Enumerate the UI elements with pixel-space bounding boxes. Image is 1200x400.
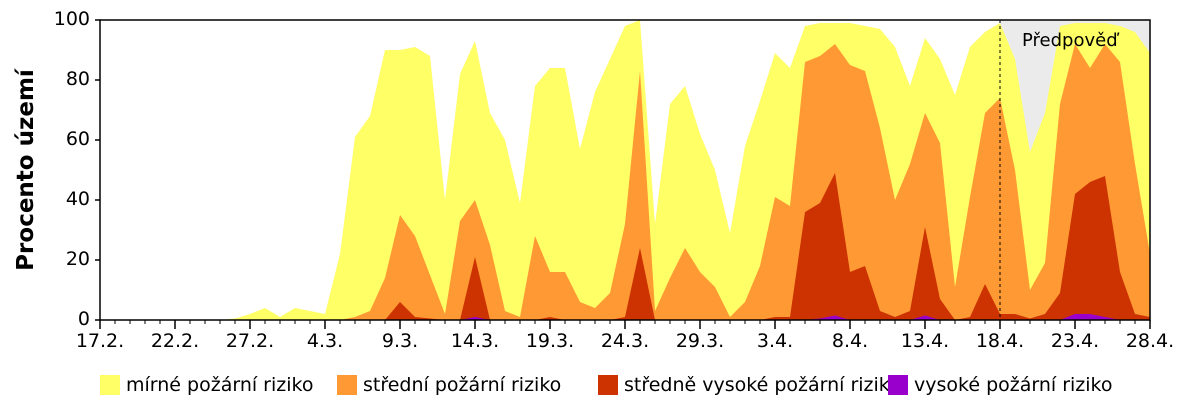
- stacked-areas: [100, 20, 1150, 320]
- y-axis-title: Procento území: [8, 20, 44, 320]
- legend-swatch-moderate: [337, 375, 357, 395]
- y-axis-title-text: Procento území: [13, 69, 39, 271]
- x-tick-label: 14.3.: [450, 330, 500, 352]
- legend-item-high: vysoké požární riziko: [888, 373, 1113, 397]
- x-tick-label: 27.2.: [225, 330, 275, 352]
- legend-swatch-high: [888, 375, 908, 395]
- y-axis-ticks: [95, 19, 100, 321]
- y-tick-label: 40: [65, 188, 90, 210]
- y-tick-label: 100: [53, 8, 90, 30]
- y-tick-label: 20: [65, 248, 90, 270]
- x-tick-label: 28.4.: [1125, 330, 1175, 352]
- x-tick-label: 18.4.: [975, 330, 1025, 352]
- legend-swatch-mild: [100, 375, 120, 395]
- legend-label-high: vysoké požární riziko: [914, 374, 1113, 396]
- legend-swatch-moderately-high: [598, 375, 618, 395]
- legend-label-mild: mírné požární riziko: [126, 374, 314, 396]
- x-tick-label: 22.2.: [150, 330, 200, 352]
- legend-label-moderate: střední požární riziko: [363, 374, 562, 396]
- x-tick-label: 8.4.: [831, 330, 869, 352]
- x-tick-label: 29.3.: [675, 330, 725, 352]
- x-axis-ticks: [99, 320, 1151, 329]
- x-tick-label: 24.3.: [600, 330, 650, 352]
- x-tick-label: 19.3.: [525, 330, 575, 352]
- forecast-label: Předpověď: [1022, 30, 1118, 51]
- y-tick-label: 80: [65, 68, 90, 90]
- legend-item-mild: mírné požární riziko: [100, 373, 313, 397]
- legend-label-moderately-high: středně vysoké požární riziko: [624, 374, 901, 396]
- x-tick-label: 9.3.: [381, 330, 419, 352]
- y-tick-label: 60: [65, 128, 90, 150]
- legend-item-moderately-high: středně vysoké požární riziko: [598, 373, 901, 397]
- y-tick-label: 0: [77, 308, 90, 330]
- x-tick-label: 3.4.: [756, 330, 794, 352]
- area-series-1: [100, 44, 1150, 320]
- legend: mírné požární riziko střední požární riz…: [0, 373, 1200, 397]
- x-tick-label: 23.4.: [1050, 330, 1100, 352]
- x-tick-label: 17.2.: [75, 330, 125, 352]
- x-tick-label: 4.3.: [306, 330, 344, 352]
- x-tick-label: 13.4.: [900, 330, 950, 352]
- legend-item-moderate: střední požární riziko: [337, 373, 561, 397]
